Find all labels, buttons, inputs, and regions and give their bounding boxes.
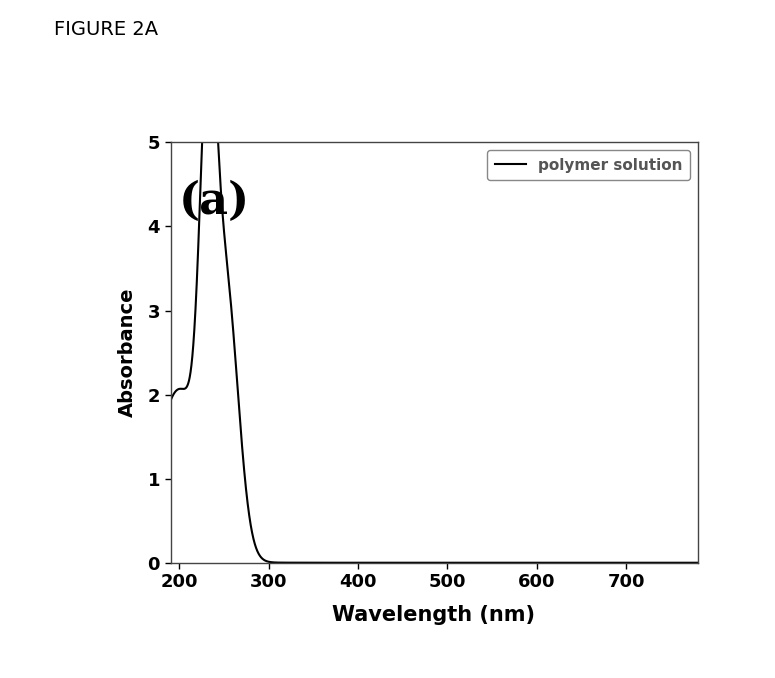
polymer solution — [508, 559, 518, 567]
X-axis label: Wavelength (nm): Wavelength (nm) — [332, 605, 536, 625]
polymer solution — [166, 397, 175, 405]
Line: polymer solution: polymer solution — [170, 27, 698, 563]
Y-axis label: Absorbance: Absorbance — [118, 287, 136, 418]
Legend: polymer solution: polymer solution — [487, 150, 690, 180]
polymer solution — [482, 559, 491, 567]
polymer solution — [599, 559, 608, 567]
polymer solution — [205, 23, 214, 31]
Text: FIGURE 2A: FIGURE 2A — [54, 20, 158, 39]
polymer solution — [693, 559, 702, 567]
Text: (a): (a) — [178, 180, 250, 223]
polymer solution — [262, 557, 271, 565]
polymer solution — [560, 559, 569, 567]
polymer solution — [367, 559, 377, 567]
